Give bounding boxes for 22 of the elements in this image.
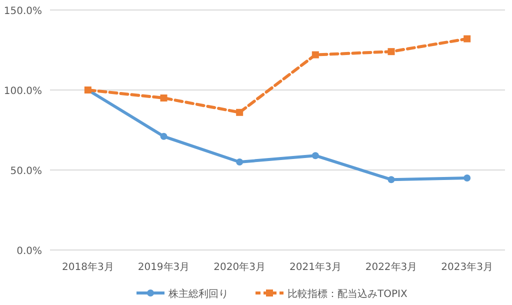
legend-label: 株主総利回り [168,288,228,300]
x-tick-label: 2022年3月 [365,261,418,273]
legend-label: 比較指標：配当込みTOPIX [288,288,408,300]
x-tick-label: 2021年3月 [290,261,342,273]
point [312,51,319,58]
y-tick-label: 0.0% [16,246,42,257]
x-tick-label: 2018年3月 [62,261,114,273]
x-tick-label: 2019年3月 [138,261,190,273]
y-tick-label: 150.0% [4,6,42,17]
x-tick-label: 2020年3月 [214,261,266,273]
point [388,176,395,184]
y-tick-label: 50.0% [10,166,42,177]
x-tick-label: 2023年3月 [441,261,493,273]
point [236,158,244,166]
point [388,48,395,56]
point [464,35,471,42]
point [160,132,168,140]
point [312,152,319,160]
point [160,94,168,102]
point [236,108,244,116]
y-tick-label: 100.0% [4,86,42,97]
point [464,174,471,182]
